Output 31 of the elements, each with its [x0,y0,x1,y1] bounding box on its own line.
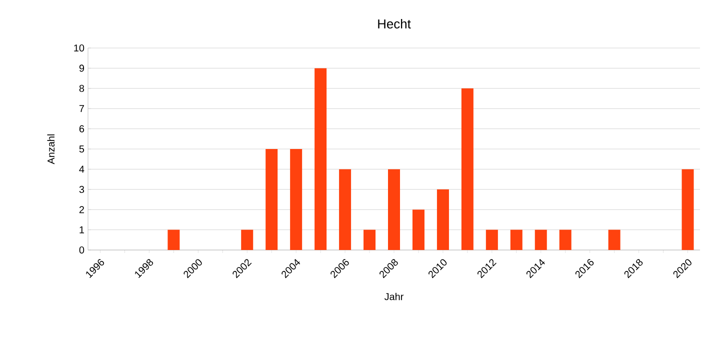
chart-title: Hecht [378,18,411,28]
bar [364,230,376,250]
y-tick-label: 8 [79,84,84,92]
y-tick-label: 10 [74,44,84,52]
y-tick-label: 4 [79,166,84,173]
bar [388,169,400,250]
bar [510,230,522,250]
bar [534,230,547,250]
y-tick-label: 7 [79,105,84,112]
bar [486,230,498,250]
bar [266,149,278,250]
y-tick-label: 1 [80,226,84,234]
x-axis-title: Jahr [384,292,404,300]
y-tick-label: 3 [79,186,84,193]
bar [241,230,254,250]
bar [290,149,302,250]
bar [436,189,449,250]
bar [461,88,474,250]
y-tick-label: 2 [79,206,84,214]
bar [168,230,180,250]
y-axis-title: Anzahl [47,134,55,164]
bar [559,230,572,250]
bar [314,68,327,250]
bar [412,210,424,250]
y-tick-label: 0 [79,246,84,254]
bar [608,230,620,250]
y-tick-label: 9 [79,64,84,72]
bar [682,169,694,250]
y-tick-label: 5 [79,146,84,152]
bar [339,169,352,250]
y-tick-label: 6 [79,125,84,132]
